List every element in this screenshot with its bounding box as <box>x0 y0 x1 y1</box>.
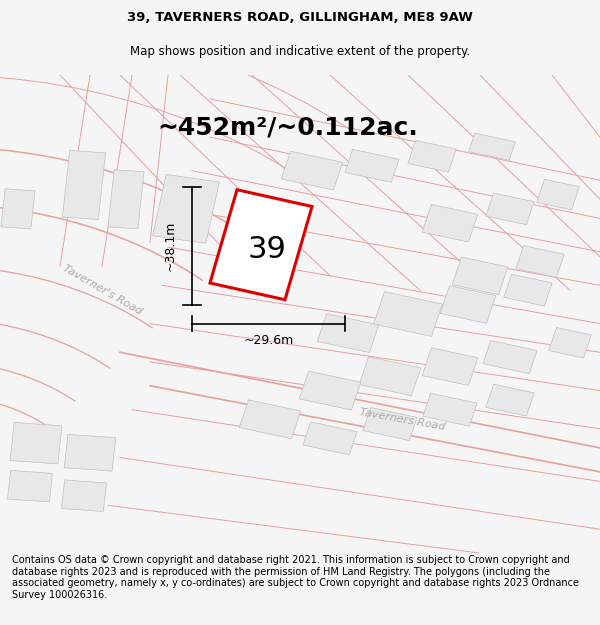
Polygon shape <box>504 274 552 306</box>
Polygon shape <box>469 133 515 160</box>
Polygon shape <box>440 286 496 323</box>
Polygon shape <box>452 257 508 294</box>
Polygon shape <box>152 174 220 243</box>
Polygon shape <box>537 179 579 210</box>
Text: Map shows position and indicative extent of the property.: Map shows position and indicative extent… <box>130 45 470 58</box>
Text: 39: 39 <box>248 235 286 264</box>
Polygon shape <box>483 341 537 374</box>
Text: Contains OS data © Crown copyright and database right 2021. This information is : Contains OS data © Crown copyright and d… <box>12 555 579 600</box>
Polygon shape <box>359 357 421 396</box>
Polygon shape <box>10 422 62 464</box>
Polygon shape <box>62 480 106 511</box>
Polygon shape <box>303 422 357 455</box>
Polygon shape <box>486 193 534 225</box>
Polygon shape <box>210 190 312 300</box>
Polygon shape <box>299 371 361 410</box>
Polygon shape <box>486 384 534 416</box>
Text: ~29.6m: ~29.6m <box>244 334 293 347</box>
Polygon shape <box>549 328 591 358</box>
Polygon shape <box>8 471 52 502</box>
Text: ~452m²/~0.112ac.: ~452m²/~0.112ac. <box>158 116 418 139</box>
Polygon shape <box>281 151 343 190</box>
Text: 39, TAVERNERS ROAD, GILLINGHAM, ME8 9AW: 39, TAVERNERS ROAD, GILLINGHAM, ME8 9AW <box>127 11 473 24</box>
Polygon shape <box>363 408 417 441</box>
Text: Taverner's Road: Taverner's Road <box>61 263 143 317</box>
Polygon shape <box>374 292 442 336</box>
Polygon shape <box>408 141 456 172</box>
Polygon shape <box>62 151 106 219</box>
Polygon shape <box>516 246 564 278</box>
Text: ~38.1m: ~38.1m <box>164 221 177 271</box>
Text: Taverners Road: Taverners Road <box>358 407 446 432</box>
Polygon shape <box>1 189 35 229</box>
Polygon shape <box>422 348 478 386</box>
Polygon shape <box>108 170 144 229</box>
Polygon shape <box>422 204 478 242</box>
Polygon shape <box>239 400 301 439</box>
Polygon shape <box>423 393 477 426</box>
Polygon shape <box>317 314 379 352</box>
Polygon shape <box>345 149 399 182</box>
Polygon shape <box>64 434 116 471</box>
